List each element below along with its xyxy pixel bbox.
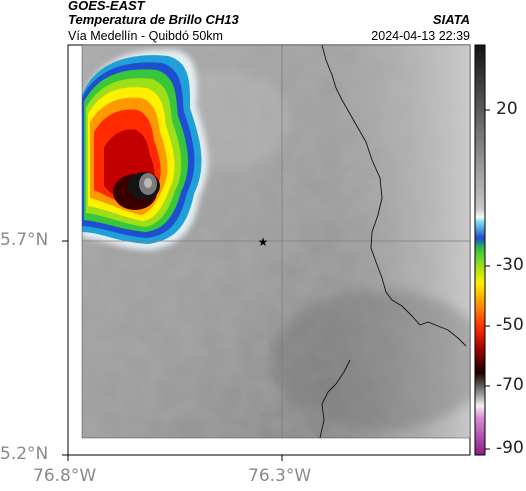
lon-tick-label: 76.3°W: [248, 466, 312, 486]
lon-tick-label: 76.8°W: [33, 466, 97, 486]
lat-tick-label: 5.2°N: [0, 444, 49, 464]
star-icon: ★: [258, 235, 269, 249]
colorbar-tick-label: -50: [496, 315, 524, 335]
colorbar-tick-label: -30: [496, 255, 524, 275]
route-subtitle: Vía Medellín - Quibdó 50km: [68, 29, 223, 43]
storm-cell: [82, 49, 208, 251]
admin-border: [321, 45, 467, 347]
satellite-name: GOES-EAST: [68, 0, 145, 13]
lat-tick-label: 5.7°N: [0, 230, 49, 250]
admin-border-south: [319, 359, 351, 438]
brightness-temperature-field: [82, 45, 470, 438]
colorbar-tick-label: 20: [496, 99, 518, 119]
agency-label: SIATA: [432, 12, 470, 27]
colorbar: [474, 44, 490, 456]
product-title: Temperatura de Brillo CH13: [68, 12, 239, 27]
timestamp: 2024-04-13 22:39: [371, 29, 470, 43]
colorbar-tick-label: -70: [496, 375, 524, 395]
colorbar-tick-label: -90: [496, 438, 524, 458]
